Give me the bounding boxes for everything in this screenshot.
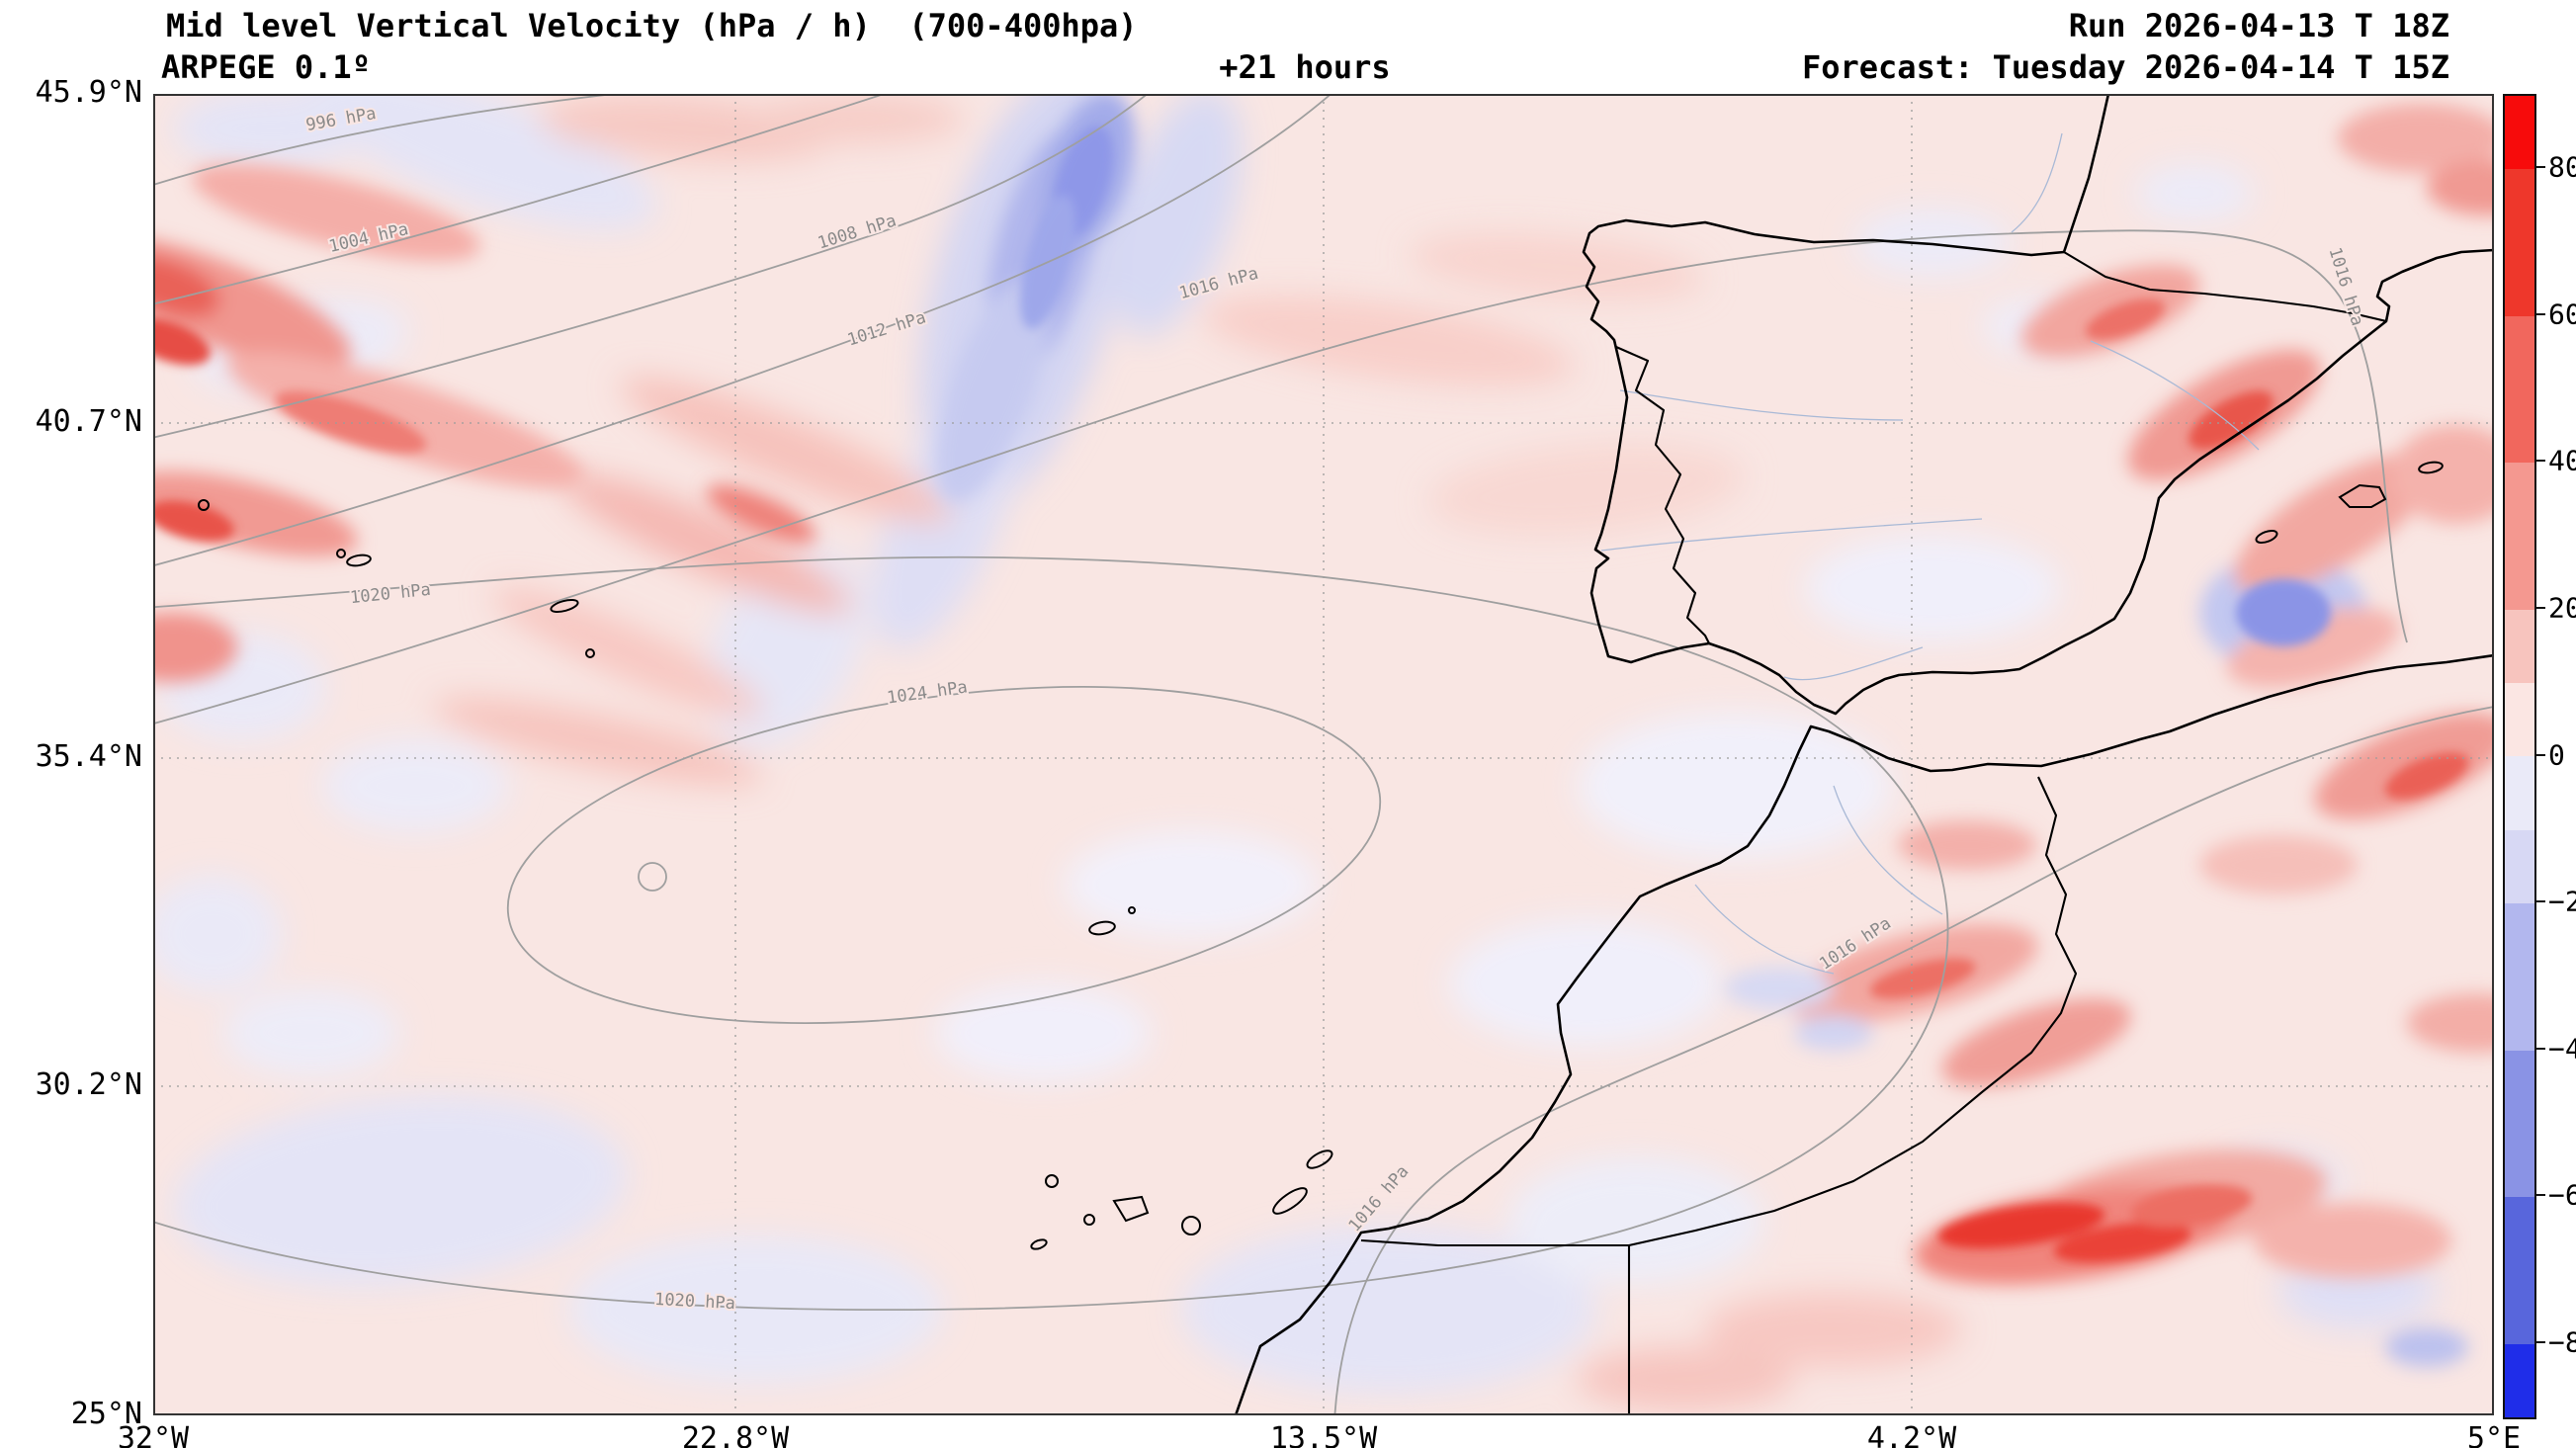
- colorbar-tick-label: −20: [2548, 885, 2576, 918]
- figure-title: Mid level Vertical Velocity (hPa / h) (7…: [166, 7, 1138, 44]
- colorbar-band: [2505, 609, 2534, 684]
- forecast-label: Forecast: Tuesday 2026-04-14 T 15Z: [1801, 48, 2449, 86]
- velocity-field: [153, 94, 2494, 1410]
- colorbar-band: [2505, 902, 2534, 1051]
- model-label: ARPEGE 0.1º: [161, 48, 371, 86]
- isobar-contours: [153, 94, 2494, 1415]
- colorbar-tick-label: 80: [2548, 150, 2576, 184]
- islands: [198, 461, 2444, 1250]
- plot-frame: [153, 94, 2494, 1415]
- lon-tick-label: 4.2°W: [1866, 1421, 1957, 1448]
- isobar-label: 1020 hPa: [349, 580, 432, 608]
- isobar-label: 1016 hPa: [2324, 245, 2366, 328]
- colorbar-tick-label: −40: [2548, 1032, 2576, 1065]
- lat-tick-label: 45.9°N: [35, 74, 142, 110]
- colorbar-tick-label: −60: [2548, 1178, 2576, 1212]
- map-canvas: 996 hPa 1004 hPa 1008 hPa 1012 hPa 1016 hPa 1…: [153, 94, 2494, 1415]
- colorbar-tick-mark: [2536, 312, 2545, 315]
- colorbar-tick-mark: [2536, 460, 2545, 463]
- lead-time-label: +21 hours: [1219, 48, 1391, 86]
- colorbar-tick-mark: [2536, 753, 2545, 756]
- colorbar-tick-label: −80: [2548, 1325, 2576, 1359]
- colorbar-band: [2505, 829, 2534, 903]
- colorbar-tick-label: 0: [2548, 738, 2565, 771]
- lon-tick-label: 22.8°W: [681, 1421, 790, 1448]
- lat-tick-label: 25°N: [70, 1396, 142, 1431]
- isobar-label: 1024 hPa: [886, 677, 969, 708]
- lon-tick-label: 5°E: [2466, 1421, 2522, 1448]
- colorbar-band: [2505, 1197, 2534, 1344]
- isobar-label: 1008 hPa: [816, 211, 899, 253]
- lon-tick-label: 13.5°W: [1269, 1421, 1378, 1448]
- isobar-label: 1012 hPa: [845, 307, 928, 350]
- colorbar-band: [2505, 169, 2534, 316]
- graticule: [153, 94, 2494, 1415]
- run-label: Run 2026-04-13 T 18Z: [2068, 7, 2449, 44]
- colorbar-band: [2505, 463, 2534, 610]
- lat-tick-label: 35.4°N: [35, 738, 142, 774]
- colorbar-tick-mark: [2536, 166, 2545, 169]
- colorbar-tick-label: 60: [2548, 298, 2576, 331]
- colorbar: [2503, 94, 2536, 1419]
- colorbar-gradient: [2505, 96, 2534, 1417]
- colorbar-tick-label: 40: [2548, 444, 2576, 477]
- colorbar-tick-mark: [2536, 1340, 2545, 1343]
- colorbar-band: [2505, 315, 2534, 464]
- colorbar-tick-label: 20: [2548, 591, 2576, 625]
- rivers: [1600, 132, 2260, 975]
- isobar-label: 1020 hPa: [654, 1290, 736, 1314]
- lon-tick-label: 32°W: [117, 1421, 190, 1448]
- colorbar-band: [2505, 1343, 2534, 1417]
- lat-tick-label: 40.7°N: [35, 403, 142, 439]
- colorbar-band: [2505, 683, 2534, 757]
- colorbar-band: [2505, 1050, 2534, 1198]
- colorbar-tick-mark: [2536, 606, 2545, 609]
- lat-tick-label: 30.2°N: [35, 1066, 142, 1102]
- colorbar-band: [2505, 96, 2534, 170]
- colorbar-band: [2505, 756, 2534, 830]
- colorbar-tick-mark: [2536, 1194, 2545, 1197]
- country-borders: [1360, 251, 2387, 1415]
- colorbar-tick-mark: [2536, 1047, 2545, 1050]
- colorbar-tick-mark: [2536, 900, 2545, 903]
